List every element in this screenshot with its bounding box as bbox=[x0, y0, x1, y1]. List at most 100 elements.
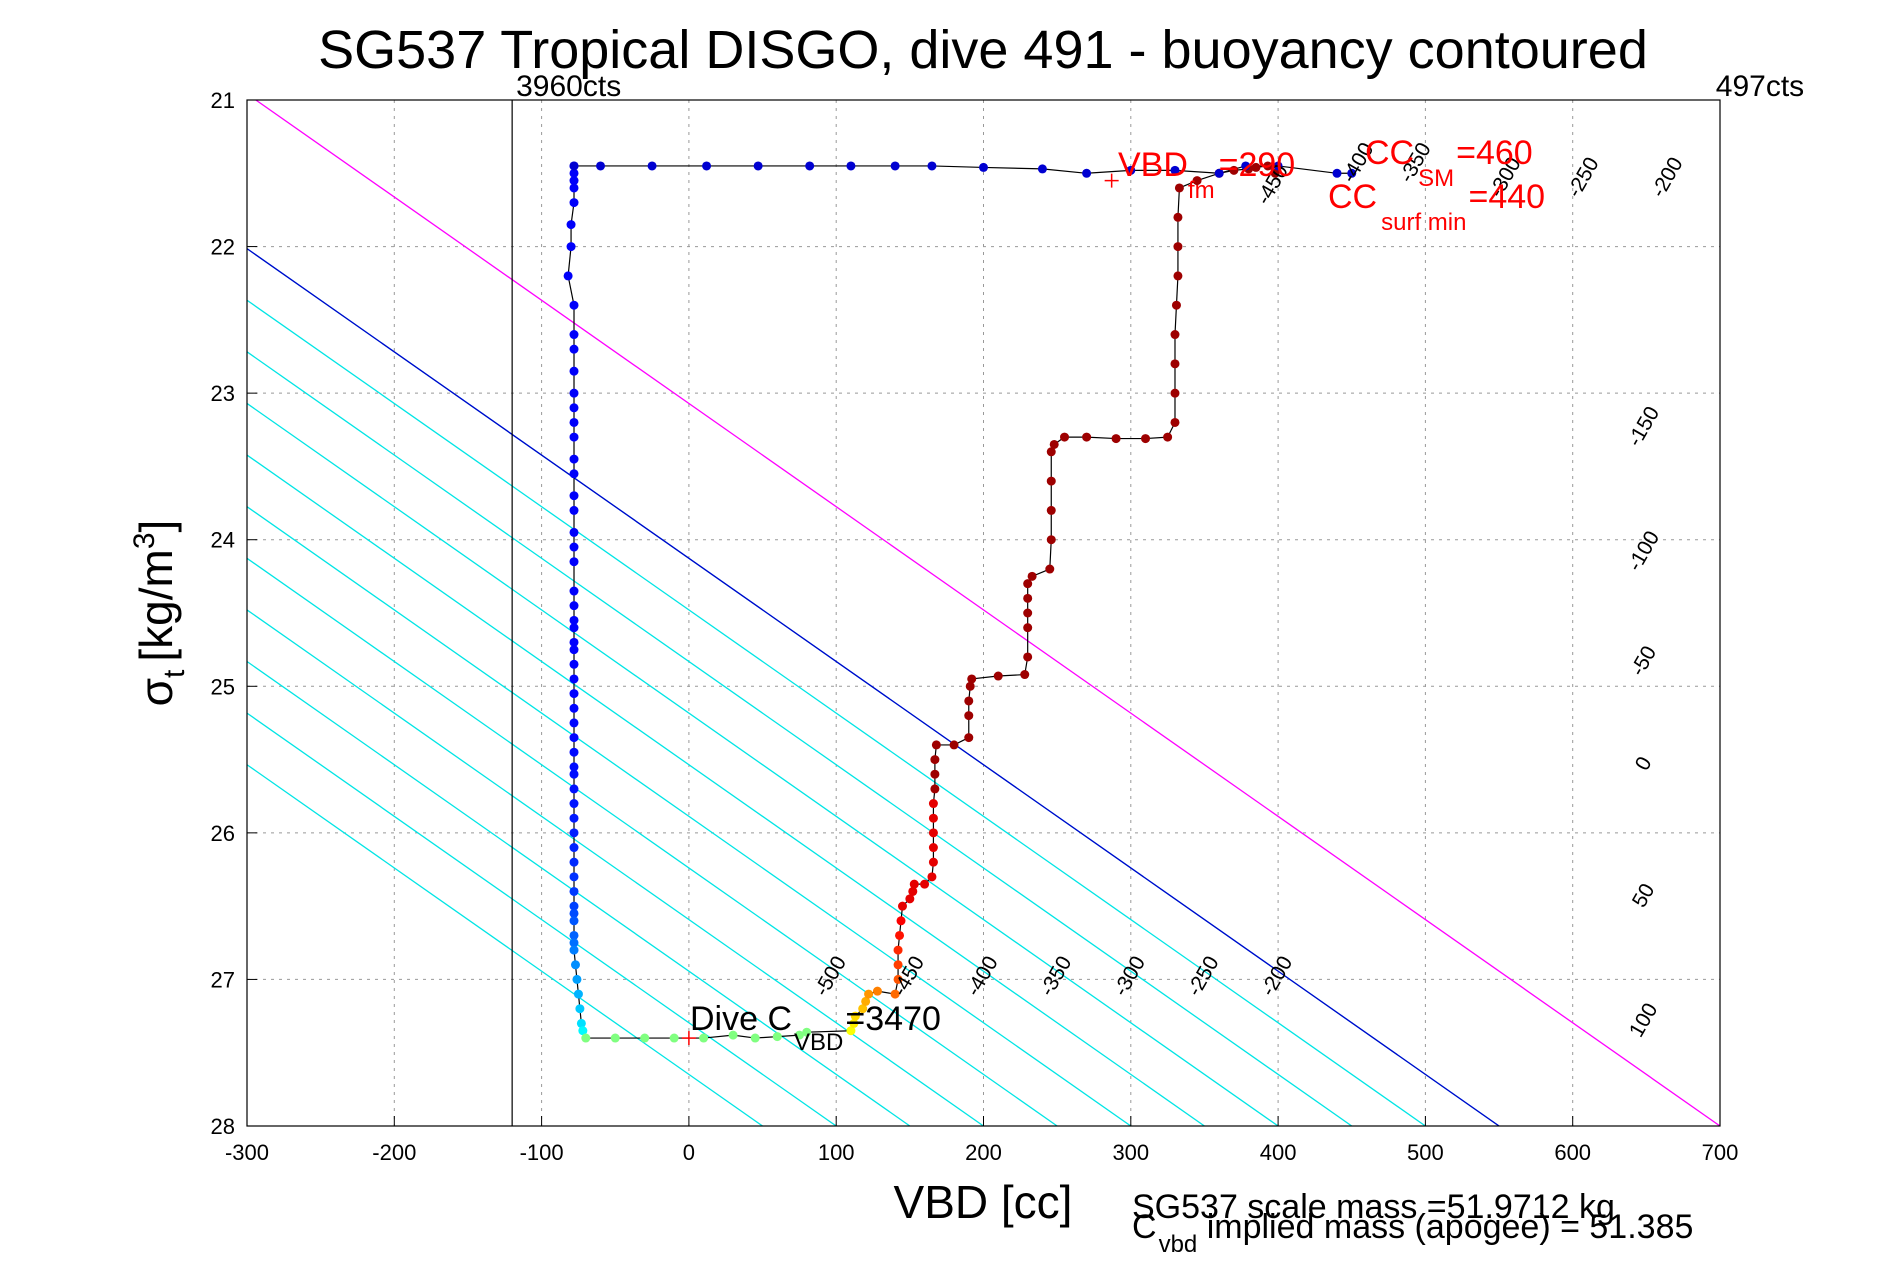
surface-point bbox=[1082, 168, 1092, 178]
cts-label: 497cts bbox=[1716, 70, 1804, 103]
surface-point bbox=[569, 161, 579, 171]
descent-point bbox=[569, 828, 579, 838]
ascent-point bbox=[928, 857, 938, 867]
surface-point bbox=[1126, 165, 1136, 175]
scale-mass-footer: SG537 scale mass =51.9712 kg bbox=[1132, 1188, 1615, 1226]
descent-point bbox=[569, 300, 579, 310]
y-tick-label: 26 bbox=[211, 821, 235, 846]
descent-point bbox=[576, 1018, 586, 1028]
descent-point bbox=[569, 344, 579, 354]
ascent-point bbox=[1046, 505, 1056, 515]
descent-point bbox=[569, 527, 579, 537]
cts-label: 3960cts bbox=[516, 70, 621, 103]
descent-point bbox=[569, 733, 579, 743]
bottom-point bbox=[728, 1030, 738, 1040]
turn-point bbox=[896, 916, 906, 926]
implied-mass-footer: Cvbd implied mass (apogee) = 51.385 bbox=[1132, 1208, 1693, 1258]
turn-point bbox=[858, 1004, 868, 1014]
y-tick-label: 28 bbox=[211, 1114, 235, 1139]
descent-point bbox=[569, 542, 579, 552]
descent-point bbox=[578, 1026, 588, 1036]
descent-point bbox=[569, 198, 579, 208]
ascent-point bbox=[964, 733, 974, 743]
ascent-point bbox=[1027, 571, 1037, 581]
descent-point bbox=[569, 645, 579, 655]
vbd-fm-annotation: VBDfm=290 bbox=[1118, 146, 1295, 204]
y-tick-label: 24 bbox=[211, 528, 235, 553]
descent-point bbox=[569, 557, 579, 567]
descent-point bbox=[566, 220, 576, 230]
surface-point bbox=[890, 161, 900, 171]
ascent-point bbox=[928, 828, 938, 838]
turn-point bbox=[895, 930, 905, 940]
cyan-contour-line bbox=[247, 712, 837, 1126]
cc-surf-min-annotation: CCsurf min=440 bbox=[1328, 178, 1545, 236]
ascent-point bbox=[1174, 183, 1184, 193]
y-axis-label-base: σ bbox=[130, 678, 182, 706]
surface-point bbox=[1037, 164, 1047, 174]
x-tick-label: -100 bbox=[520, 1140, 564, 1165]
ascent-point bbox=[927, 872, 937, 882]
ascent-point bbox=[1023, 579, 1033, 589]
ascent-point bbox=[1046, 535, 1056, 545]
turn-point bbox=[846, 1026, 856, 1036]
zero-contour-line bbox=[247, 247, 1500, 1126]
x-tick-label: 500 bbox=[1407, 1140, 1444, 1165]
ascent-point bbox=[928, 813, 938, 823]
surface-point bbox=[805, 161, 815, 171]
dive-c-vbd-annotation: Dive CVBD=3470 bbox=[690, 1000, 941, 1056]
x-tick-label: -300 bbox=[225, 1140, 269, 1165]
grid-lines bbox=[247, 100, 1720, 1126]
bottom-point bbox=[750, 1033, 760, 1043]
descent-point bbox=[569, 916, 579, 926]
bottom-point bbox=[794, 1030, 804, 1040]
descent-point bbox=[569, 168, 579, 178]
turn-point bbox=[890, 989, 900, 999]
descent-point bbox=[569, 469, 579, 479]
descent-point bbox=[569, 938, 579, 948]
descent-point bbox=[569, 417, 579, 427]
cyan-contour-line bbox=[247, 609, 984, 1126]
bottom-point bbox=[772, 1032, 782, 1042]
bottom-point bbox=[581, 1033, 591, 1043]
ascent-point bbox=[1023, 623, 1033, 633]
descent-point bbox=[569, 703, 579, 713]
ascent-point bbox=[1263, 161, 1273, 171]
surface-point bbox=[1241, 161, 1251, 171]
cyan-contour-line bbox=[247, 660, 911, 1126]
surface-point bbox=[1332, 168, 1342, 178]
descent-point bbox=[569, 586, 579, 596]
y-tick-label: 23 bbox=[211, 381, 235, 406]
ascent-point bbox=[1170, 330, 1180, 340]
bottom-point bbox=[640, 1033, 650, 1043]
turn-point bbox=[864, 989, 874, 999]
turn-point bbox=[893, 945, 903, 955]
descent-point bbox=[569, 813, 579, 823]
surface-point bbox=[1214, 168, 1224, 178]
turn-point bbox=[850, 1011, 860, 1021]
surface-point bbox=[1347, 168, 1357, 178]
ascent-point bbox=[1060, 432, 1070, 442]
y-tick-label: 25 bbox=[211, 674, 235, 699]
ascent-point bbox=[1170, 417, 1180, 427]
x-tick-label: 400 bbox=[1260, 1140, 1297, 1165]
ascent-point bbox=[1049, 439, 1059, 449]
surface-point bbox=[702, 161, 712, 171]
turn-point bbox=[893, 960, 903, 970]
ascent-point bbox=[928, 799, 938, 809]
ascent-point bbox=[964, 711, 974, 721]
y-tick-label: 22 bbox=[211, 235, 235, 260]
descent-point bbox=[569, 623, 579, 633]
x-tick-label: -200 bbox=[372, 1140, 416, 1165]
buoyancy-contours bbox=[247, 100, 1720, 1126]
y-axis-label-sub: t bbox=[158, 669, 191, 678]
ascent-point bbox=[1192, 176, 1202, 186]
turn-point bbox=[861, 996, 871, 1006]
surface-point bbox=[647, 161, 657, 171]
descent-point bbox=[569, 769, 579, 779]
ascent-point bbox=[1023, 608, 1033, 618]
cyan-contour-line bbox=[247, 351, 1353, 1126]
descent-point bbox=[569, 505, 579, 515]
descent-point bbox=[569, 872, 579, 882]
surface-point bbox=[927, 161, 937, 171]
